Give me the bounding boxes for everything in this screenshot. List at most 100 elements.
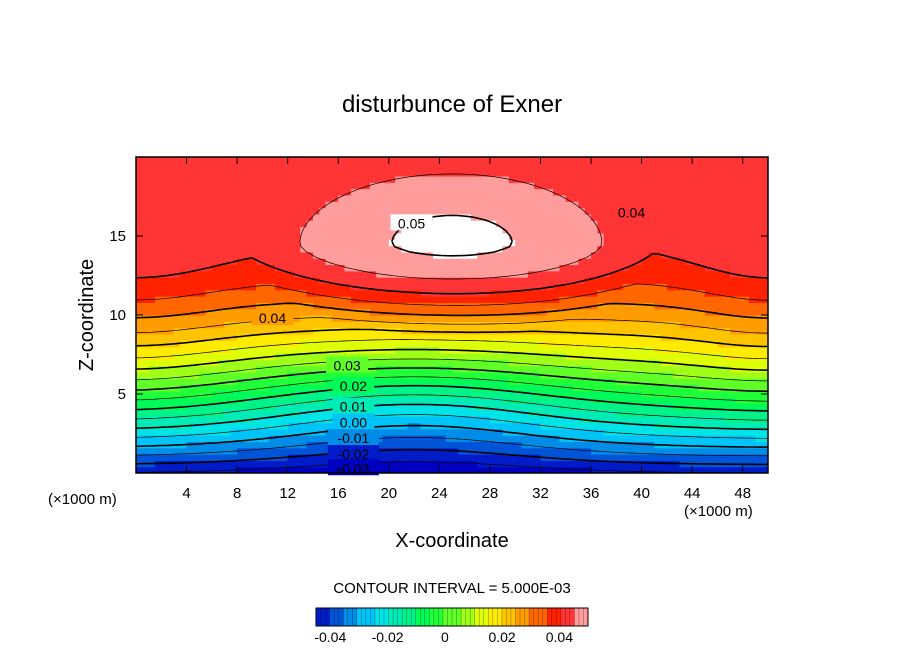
field-cell — [281, 239, 289, 247]
field-cell — [610, 340, 617, 348]
field-cell — [527, 220, 535, 228]
field-cell — [628, 239, 636, 247]
field-cell — [572, 277, 579, 284]
field-cell — [597, 428, 605, 436]
field-cell — [534, 169, 542, 177]
field-cell — [622, 232, 630, 240]
field-cell — [249, 182, 257, 190]
field-cell — [565, 403, 573, 411]
field-cell — [395, 258, 403, 266]
field-cell — [224, 277, 232, 284]
field-cell — [515, 239, 523, 247]
field-cell — [357, 277, 365, 284]
field-cell — [521, 454, 529, 461]
field-cell — [243, 264, 251, 272]
field-cell — [148, 378, 156, 386]
field-cell — [515, 466, 523, 473]
field-cell — [452, 163, 459, 171]
field-cell — [256, 157, 263, 164]
field-cell — [749, 441, 756, 449]
field-cell — [262, 454, 270, 461]
field-cell — [654, 390, 662, 398]
field-cell — [489, 422, 497, 430]
field-cell — [199, 327, 207, 335]
field-cell — [603, 213, 611, 221]
field-cell — [319, 169, 327, 177]
field-cell — [445, 321, 453, 329]
field-cell — [414, 277, 421, 284]
field-cell — [350, 346, 358, 354]
field-cell — [452, 416, 459, 424]
field-cell — [256, 296, 263, 303]
field-cell — [136, 384, 143, 392]
field-cell — [325, 270, 333, 278]
field-cell — [192, 207, 200, 215]
field-cell — [584, 207, 592, 215]
field-cell — [388, 371, 396, 379]
field-cell — [540, 226, 548, 234]
field-cell — [414, 245, 421, 253]
field-cell — [666, 428, 674, 436]
field-cell — [268, 175, 276, 183]
field-cell — [736, 447, 744, 455]
field-cell — [654, 163, 662, 171]
field-cell — [281, 365, 289, 373]
field-cell — [237, 340, 245, 348]
field-cell — [275, 378, 282, 386]
field-cell — [565, 422, 573, 430]
field-cell — [414, 416, 421, 424]
field-cell — [344, 188, 352, 196]
field-cell — [268, 220, 276, 228]
field-cell — [325, 264, 333, 272]
field-cell — [761, 346, 768, 354]
field-cell — [218, 378, 226, 386]
field-cell — [717, 270, 725, 278]
field-cell — [527, 182, 535, 190]
field-cell — [142, 397, 150, 405]
field-cell — [281, 435, 289, 442]
field-cell — [414, 175, 421, 183]
field-cell — [312, 384, 320, 392]
field-cell — [489, 371, 497, 379]
field-cell — [755, 270, 763, 278]
field-cell — [654, 289, 662, 297]
field-cell — [477, 245, 485, 253]
field-cell — [572, 302, 579, 310]
field-cell — [755, 283, 763, 291]
field-cell — [698, 220, 706, 228]
field-cell — [142, 226, 150, 234]
field-cell — [711, 277, 719, 284]
field-cell — [433, 258, 440, 266]
field-cell — [211, 289, 219, 297]
field-cell — [464, 460, 472, 468]
field-cell — [262, 346, 270, 354]
field-cell — [275, 194, 282, 202]
field-cell — [161, 194, 169, 202]
field-cell — [180, 397, 188, 405]
field-cell — [142, 378, 150, 386]
field-cell — [300, 359, 308, 367]
field-cell — [553, 157, 561, 164]
field-cell — [357, 321, 365, 329]
field-cell — [344, 169, 352, 177]
field-cell — [268, 188, 276, 196]
field-cell — [376, 283, 384, 291]
field-cell — [306, 390, 314, 398]
field-cell — [407, 277, 415, 284]
field-cell — [496, 435, 504, 442]
field-cell — [559, 245, 567, 253]
field-cell — [199, 169, 207, 177]
field-cell — [369, 239, 377, 247]
field-cell — [742, 226, 750, 234]
field-cell — [679, 245, 687, 253]
field-cell — [540, 220, 548, 228]
field-cell — [154, 277, 162, 284]
field-cell — [256, 220, 263, 228]
field-cell — [192, 454, 200, 461]
field-cell — [610, 371, 617, 379]
field-cell — [616, 283, 624, 291]
field-cell — [452, 460, 459, 468]
field-cell — [622, 251, 630, 259]
field-cell — [401, 289, 409, 297]
field-cell — [483, 403, 491, 411]
